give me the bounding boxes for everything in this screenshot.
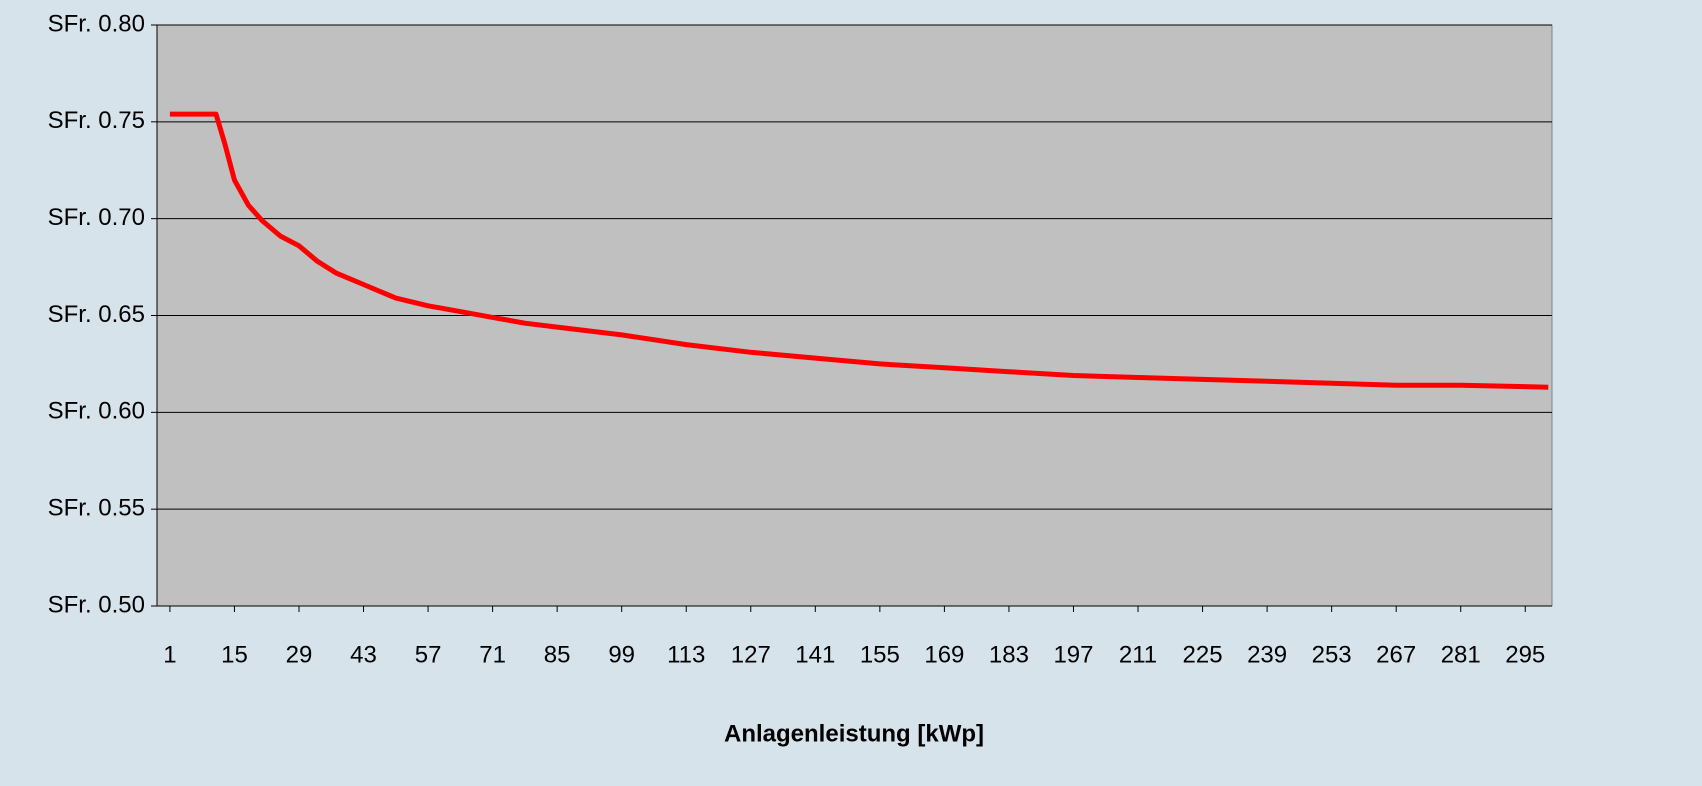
x-tick-label: 169 (924, 641, 964, 668)
y-tick-label: SFr. 0.65 (48, 301, 145, 328)
x-tick-label: 295 (1505, 641, 1545, 668)
x-tick-label: 85 (544, 641, 571, 668)
x-tick-label: 1 (163, 641, 176, 668)
x-tick-label: 267 (1376, 641, 1416, 668)
x-tick-label: 211 (1119, 641, 1157, 668)
y-tick-label: SFr. 0.80 (48, 10, 145, 37)
x-tick-label: 29 (286, 641, 313, 668)
x-tick-label: 281 (1441, 641, 1481, 668)
y-tick-label: SFr. 0.50 (48, 591, 145, 618)
y-tick-label: SFr. 0.60 (48, 398, 145, 425)
x-tick-label: 253 (1312, 641, 1352, 668)
x-tick-label: 239 (1247, 641, 1287, 668)
x-axis-title: Anlagenleistung [kWp] (724, 720, 984, 747)
x-tick-label: 155 (860, 641, 900, 668)
x-tick-label: 225 (1183, 641, 1223, 668)
x-tick-label: 141 (795, 641, 835, 668)
x-tick-label: 15 (221, 641, 248, 668)
x-tick-label: 71 (479, 641, 506, 668)
x-tick-label: 113 (667, 641, 705, 668)
x-tick-label: 57 (415, 641, 442, 668)
x-tick-label: 197 (1053, 641, 1093, 668)
x-tick-label: 183 (989, 641, 1029, 668)
y-tick-label: SFr. 0.70 (48, 204, 145, 231)
x-tick-label: 127 (731, 641, 771, 668)
x-tick-label: 43 (350, 641, 377, 668)
y-tick-label: SFr. 0.75 (48, 107, 145, 134)
line (169, 111, 1549, 390)
x-tick-label: 99 (608, 641, 635, 668)
y-tick-label: SFr. 0.55 (48, 495, 145, 522)
